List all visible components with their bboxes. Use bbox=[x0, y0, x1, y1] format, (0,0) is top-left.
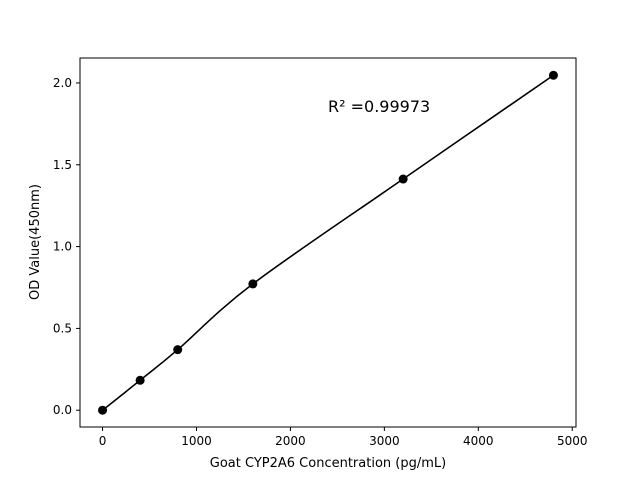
r-squared-annotation: R² =0.99973 bbox=[328, 97, 430, 116]
y-tick-label: 1.5 bbox=[53, 158, 72, 172]
y-tick-label: 0.0 bbox=[53, 403, 72, 417]
x-tick-label: 4000 bbox=[463, 434, 494, 448]
data-point bbox=[398, 174, 408, 184]
x-tick-label: 5000 bbox=[557, 434, 588, 448]
data-point bbox=[248, 279, 258, 289]
data-point bbox=[548, 70, 558, 80]
x-axis-label: Goat CYP2A6 Concentration (pg/mL) bbox=[210, 456, 446, 471]
y-tick-label: 2.0 bbox=[53, 76, 72, 90]
data-point bbox=[173, 345, 183, 355]
data-point bbox=[135, 375, 145, 385]
x-tick-label: 3000 bbox=[369, 434, 400, 448]
x-tick-label: 1000 bbox=[181, 434, 212, 448]
y-tick-label: 1.0 bbox=[53, 240, 72, 254]
plot-area bbox=[79, 57, 577, 428]
y-axis-label: OD Value(450nm) bbox=[28, 184, 43, 300]
data-point bbox=[98, 405, 108, 415]
x-tick-label: 2000 bbox=[275, 434, 306, 448]
y-tick-label: 0.5 bbox=[53, 321, 72, 335]
x-tick-label: 0 bbox=[99, 434, 107, 448]
